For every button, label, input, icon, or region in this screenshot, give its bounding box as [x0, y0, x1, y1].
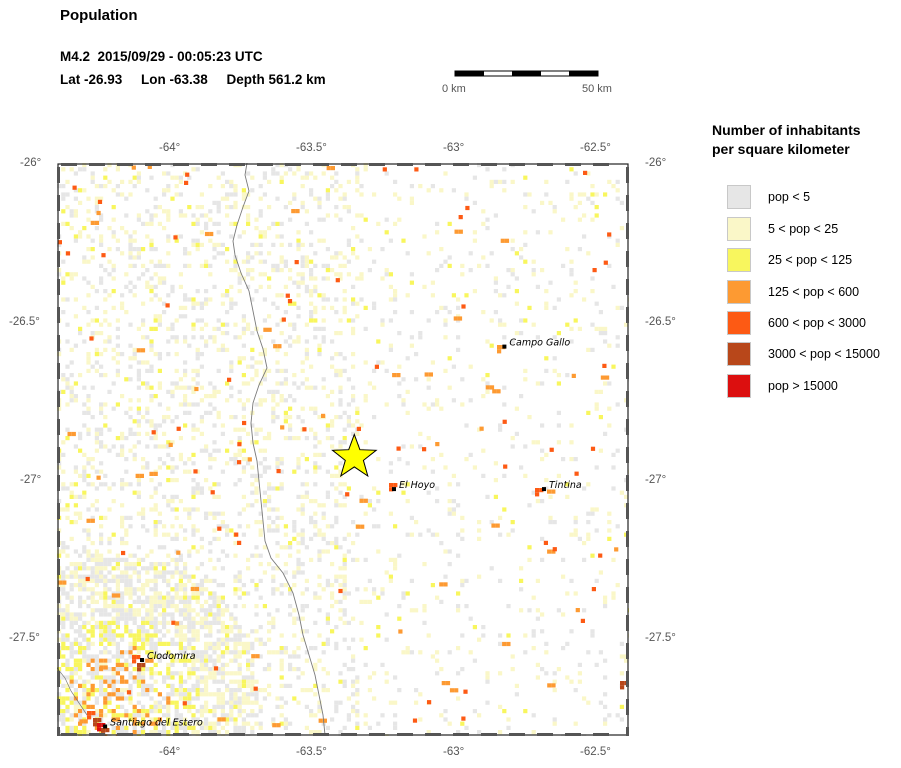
legend-label: 5 < pop < 25	[768, 222, 839, 236]
legend-label: 600 < pop < 3000	[768, 316, 867, 330]
lat-tick-left: -27°	[20, 474, 42, 486]
lat-tick-right: -26°	[645, 157, 667, 169]
city-marker[interactable]	[502, 344, 507, 349]
legend-swatch	[727, 248, 751, 272]
event-location-line: Lat -26.93 Lon -63.38 Depth 561.2 km	[60, 72, 326, 87]
legend-swatch	[727, 374, 751, 398]
legend-swatch	[727, 217, 751, 241]
city-label: Campo Gallo	[509, 338, 570, 349]
city-label: El Hoyo	[399, 480, 435, 491]
lon-tick-bottom: -62.5°	[580, 746, 611, 758]
lon-tick-top: -63°	[443, 142, 465, 154]
lat-tick-left: -27.5°	[9, 632, 40, 644]
legend-swatch	[727, 185, 751, 209]
lon-tick-top: -64°	[159, 142, 181, 154]
legend-label: 125 < pop < 600	[768, 285, 860, 299]
city-label: Tintina	[549, 480, 582, 491]
legend-title-line: per square kilometer	[712, 141, 850, 157]
epicenter-star-icon[interactable]	[331, 432, 378, 478]
lat-tick-right: -27°	[645, 474, 667, 486]
legend-label: 3000 < pop < 15000	[768, 347, 880, 361]
scale-end-label: 50 km	[582, 83, 612, 95]
lon-tick-top: -63.5°	[296, 142, 327, 154]
lat-tick-right: -27.5°	[645, 632, 676, 644]
scale-bar	[454, 70, 599, 77]
lon-tick-bottom: -64°	[159, 746, 181, 758]
legend-label: pop > 15000	[768, 379, 838, 393]
population-density-cells	[57, 163, 629, 736]
lon-tick-top: -62.5°	[580, 142, 611, 154]
lat-tick-right: -26.5°	[645, 316, 676, 328]
city-marker[interactable]	[392, 487, 396, 492]
lat-tick-left: -26.5°	[9, 316, 40, 328]
road-line	[57, 667, 88, 716]
population-map[interactable]: Campo Gallo El Hoyo Tintina Clodomira Santia…	[57, 163, 629, 736]
lon-tick-bottom: -63.5°	[296, 746, 327, 758]
legend-swatch	[727, 280, 751, 304]
legend-swatch	[727, 342, 751, 366]
event-info-line: M4.2 2015/09/29 - 00:05:23 UTC	[60, 49, 263, 64]
lon-tick-bottom: -63°	[443, 746, 465, 758]
map-title: Population	[60, 7, 138, 24]
legend-label: pop < 5	[768, 190, 811, 204]
scale-start-label: 0 km	[442, 83, 466, 95]
legend-title: Number of inhabitants per square kilomet…	[712, 121, 861, 159]
map-frame-ticks	[57, 163, 629, 736]
legend-title-line: Number of inhabitants	[712, 122, 861, 138]
river-line	[232, 163, 326, 736]
city-marker[interactable]	[542, 487, 546, 492]
legend-label: 25 < pop < 125	[768, 253, 853, 267]
legend-swatch	[727, 311, 751, 335]
lat-tick-left: -26°	[20, 157, 42, 169]
city-marker[interactable]	[140, 658, 144, 662]
city-label: Santiago del Estero	[110, 718, 203, 729]
city-label: Clodomira	[147, 651, 196, 662]
city-marker[interactable]	[103, 724, 108, 729]
